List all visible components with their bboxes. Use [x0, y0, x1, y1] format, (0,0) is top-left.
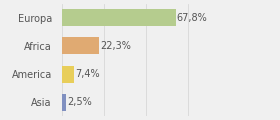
Text: 22,3%: 22,3% — [101, 41, 131, 51]
Text: 7,4%: 7,4% — [75, 69, 100, 79]
Bar — [62, 66, 74, 83]
Bar — [62, 94, 66, 111]
Bar — [62, 37, 99, 54]
Text: 67,8%: 67,8% — [177, 13, 207, 23]
Text: 2,5%: 2,5% — [67, 97, 92, 107]
Bar — [62, 9, 176, 26]
